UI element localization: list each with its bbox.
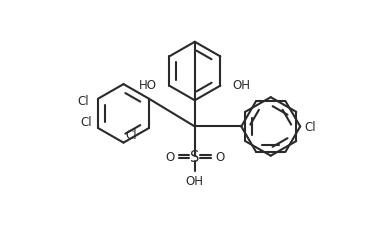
Text: Cl: Cl <box>77 94 89 107</box>
Text: OH: OH <box>186 174 204 187</box>
Text: S: S <box>190 149 199 164</box>
Text: HO: HO <box>139 79 157 92</box>
Text: Cl: Cl <box>80 116 92 129</box>
Text: O: O <box>215 150 224 163</box>
Text: Cl: Cl <box>304 121 316 133</box>
Text: OH: OH <box>233 79 251 92</box>
Text: O: O <box>165 150 175 163</box>
Text: Cl: Cl <box>125 129 137 142</box>
